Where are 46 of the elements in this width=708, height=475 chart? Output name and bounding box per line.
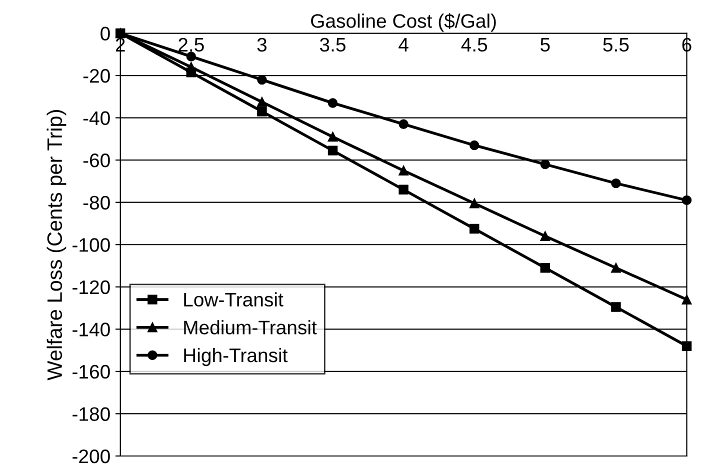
y-tick-label: -80 [83, 196, 110, 210]
x-tick-label: 5 [540, 38, 550, 52]
point [398, 184, 408, 195]
point [398, 166, 408, 176]
point [470, 198, 480, 208]
point [257, 97, 267, 107]
x-tick-label: 3 [257, 38, 267, 52]
point [540, 231, 550, 242]
point [470, 140, 480, 150]
x-tick-label: 2.5 [178, 38, 204, 52]
y-tick-label: -180 [72, 407, 110, 421]
x-tick-label: 5.5 [603, 38, 629, 52]
point [540, 263, 550, 273]
point [328, 132, 338, 142]
y-tick-label: 0 [100, 26, 110, 40]
legend-label: Medium-Transit [184, 320, 317, 334]
y-tick-label: -140 [72, 322, 110, 336]
x-axis-title: Gasoline Cost ($/Gal) [311, 13, 496, 32]
x-tick-label: 4.5 [461, 38, 488, 52]
point [328, 98, 338, 108]
y-axis-title: Welfare Loss (Cents per Trip) [46, 110, 66, 380]
point [257, 74, 267, 85]
y-tick-label: -40 [83, 111, 110, 126]
y-tick-label: -120 [72, 280, 110, 294]
legend-label: Low-Transit [184, 292, 284, 307]
point [398, 119, 408, 130]
y-tick-label: -60 [83, 154, 110, 168]
y-tick-label: -20 [83, 68, 110, 83]
point [257, 106, 267, 116]
point [682, 341, 692, 351]
legend-label: High-Transit [184, 348, 288, 366]
point [540, 159, 550, 170]
point [682, 294, 692, 304]
point [611, 263, 621, 273]
point [682, 195, 692, 206]
y-tick-label: -160 [72, 364, 110, 379]
point [186, 62, 196, 72]
x-tick-label: 3.5 [320, 38, 346, 52]
point [470, 224, 480, 234]
y-tick-label: -200 [72, 449, 110, 464]
y-tick-label: -100 [72, 238, 110, 252]
point [611, 178, 621, 188]
x-tick-label: 4 [398, 38, 408, 52]
point [328, 146, 338, 156]
point [186, 52, 196, 62]
point [611, 302, 621, 312]
